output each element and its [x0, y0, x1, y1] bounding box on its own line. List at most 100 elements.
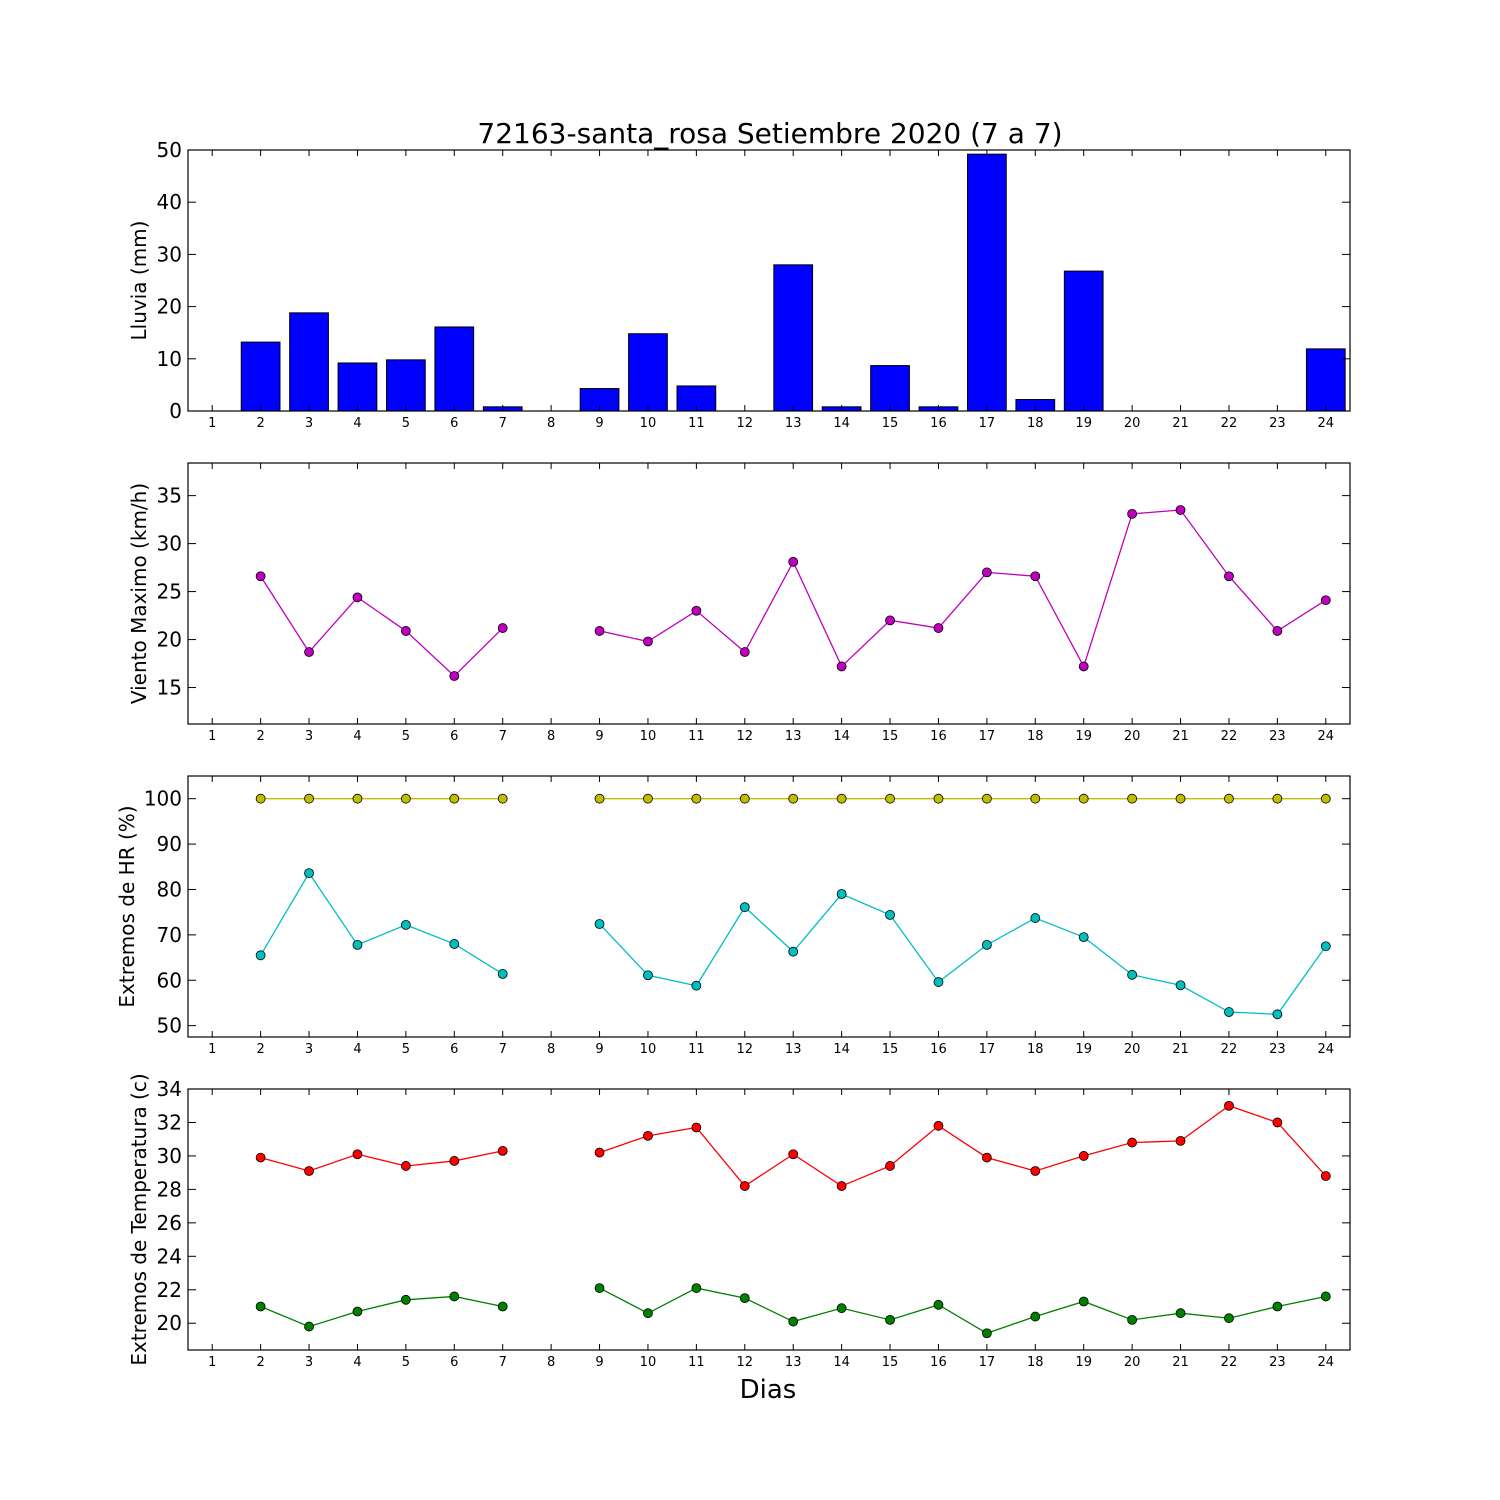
series-line-viento-0-seg-1: [599, 509, 1327, 669]
lluvia-y-tick-label-20: 20: [157, 295, 182, 319]
temperatura-x-tick-label-1: 1: [208, 1355, 216, 1370]
hr-y-tick-label-90: 90: [157, 832, 182, 856]
lluvia-x-tick-label-22: 22: [1221, 416, 1238, 431]
point-hr-1-dia-11: [691, 980, 702, 991]
viento-x-tick-label-15: 15: [882, 729, 899, 744]
bar-lluvia-dia-3: [289, 312, 329, 412]
hr-x-tick-label-12: 12: [737, 1042, 754, 1057]
temperatura-x-tick-label-12: 12: [737, 1355, 754, 1370]
hr-x-tick-label-19: 19: [1075, 1042, 1092, 1057]
point-hr-1-dia-9: [594, 919, 605, 929]
point-temperatura-1-dia-7: [497, 1301, 508, 1312]
temperatura-y-ticks: 20 22 24 26 28 30 32 34: [157, 1077, 1350, 1335]
point-temperatura-1-dia-17: [981, 1328, 992, 1339]
point-viento-0-dia-2: [255, 571, 266, 582]
temperatura-x-tick-label-2: 2: [256, 1355, 264, 1370]
lluvia-x-tick-label-8: 8: [547, 416, 555, 431]
point-temperatura-1-dia-24: [1320, 1291, 1331, 1302]
hr-x-tick-label-6: 6: [450, 1042, 458, 1057]
lluvia-x-tick-label-18: 18: [1027, 416, 1044, 431]
point-hr-1-dia-23: [1272, 1009, 1283, 1020]
viento-marks: [255, 505, 1331, 681]
bar-lluvia-dia-13: [773, 264, 814, 412]
point-hr-0-dia-18: [1030, 793, 1041, 804]
series-line-hr-1-seg-0: [260, 871, 504, 975]
point-temperatura-0-dia-3: [304, 1166, 314, 1176]
lluvia-y-tick-label-50: 50: [157, 138, 182, 162]
point-viento-0-dia-6: [449, 671, 460, 681]
point-temperatura-0-dia-16: [933, 1120, 944, 1131]
lluvia-x-tick-label-23: 23: [1269, 416, 1286, 431]
point-temperatura-1-dia-5: [400, 1294, 411, 1305]
point-hr-1-dia-2: [255, 950, 266, 961]
lluvia-y-ticks: 0 10 20 30 40 50: [157, 138, 1350, 423]
point-viento-0-dia-12: [739, 647, 750, 657]
temperatura-x-ticks: 1 2 3 4 5 6 7 8 9 10 11 12 13 14 15 16 17 18 19 20 21 22 23 24: [208, 1089, 1334, 1370]
point-hr-1-dia-18: [1030, 913, 1041, 923]
chart-panels: 1 2 3 4 5 6 7 8 9 10 11 12 13 14 15 16 17 18 19 20 21 22 23 240…: [115, 138, 1351, 1370]
viento-x-tick-label-9: 9: [595, 729, 603, 744]
point-hr-1-dia-13: [788, 946, 799, 957]
bar-lluvia-dia-5: [386, 359, 426, 412]
hr-x-tick-label-2: 2: [256, 1042, 264, 1057]
point-temperatura-0-dia-19: [1078, 1151, 1089, 1161]
series-line-temperatura-0-seg-1: [599, 1105, 1327, 1187]
point-temperatura-0-dia-4: [352, 1149, 363, 1160]
temperatura-x-tick-label-3: 3: [305, 1355, 313, 1370]
point-temperatura-0-dia-24: [1320, 1171, 1331, 1181]
temperatura-x-tick-label-16: 16: [930, 1355, 947, 1370]
hr-x-tick-label-22: 22: [1221, 1042, 1238, 1057]
viento-x-tick-label-19: 19: [1075, 729, 1092, 744]
hr-x-tick-label-9: 9: [595, 1042, 603, 1057]
point-hr-1-dia-17: [981, 939, 992, 950]
lluvia-x-tick-label-15: 15: [882, 416, 899, 431]
hr-y-tick-label-70: 70: [157, 923, 182, 947]
hr-x-tick-label-13: 13: [785, 1042, 802, 1057]
lluvia-y-tick-label-0: 0: [169, 399, 182, 423]
temperatura-x-tick-label-4: 4: [353, 1355, 361, 1370]
point-hr-0-dia-20: [1127, 793, 1138, 804]
hr-y-axis-label: Extremos de HR (%): [115, 805, 139, 1007]
lluvia-y-axis-label: Lluvia (mm): [127, 221, 151, 341]
point-hr-0-dia-6: [449, 793, 460, 804]
temperatura-y-axis-label: Extremos de Temperatura (c): [127, 1073, 151, 1365]
point-hr-1-dia-21: [1175, 980, 1186, 991]
point-viento-0-dia-14: [836, 661, 847, 672]
point-hr-1-dia-14: [836, 889, 847, 899]
point-hr-0-dia-17: [981, 793, 992, 804]
hr-y-tick-label-100: 100: [144, 787, 182, 811]
point-viento-0-dia-13: [788, 556, 799, 567]
point-temperatura-1-dia-9: [594, 1283, 605, 1293]
panel-hr: 1 2 3 4 5 6 7 8 9 10 11 12 13 14 15 16 17 18 19 20 21 22 23 245…: [115, 775, 1351, 1057]
point-hr-0-dia-15: [885, 793, 895, 804]
hr-x-tick-label-21: 21: [1172, 1042, 1189, 1057]
point-temperatura-0-dia-5: [400, 1161, 411, 1171]
point-temperatura-1-dia-20: [1127, 1314, 1138, 1325]
point-hr-1-dia-22: [1224, 1007, 1234, 1017]
lluvia-x-tick-label-20: 20: [1124, 416, 1141, 431]
point-temperatura-1-dia-16: [933, 1299, 944, 1310]
point-viento-0-dia-5: [400, 626, 411, 636]
hr-marks: [255, 793, 1331, 1020]
hr-y-tick-label-50: 50: [157, 1014, 182, 1038]
temperatura-x-tick-label-10: 10: [640, 1355, 657, 1370]
bar-lluvia-dia-6: [434, 326, 475, 412]
point-viento-0-dia-23: [1272, 626, 1283, 636]
point-temperatura-1-dia-3: [304, 1321, 314, 1332]
temperatura-x-tick-label-8: 8: [547, 1355, 555, 1370]
temperatura-y-tick-label-24: 24: [157, 1244, 182, 1268]
temperatura-x-tick-label-14: 14: [833, 1355, 850, 1370]
point-hr-0-dia-5: [400, 793, 411, 804]
temperatura-x-tick-label-22: 22: [1221, 1355, 1238, 1370]
lluvia-x-tick-label-21: 21: [1172, 416, 1189, 431]
point-viento-0-dia-21: [1175, 505, 1186, 515]
temperatura-x-tick-label-17: 17: [979, 1355, 996, 1370]
x-axis-label: Dias: [740, 1375, 797, 1405]
viento-x-tick-label-22: 22: [1221, 729, 1238, 744]
point-temperatura-0-dia-20: [1127, 1137, 1138, 1148]
series-line-temperatura-1-seg-0: [260, 1295, 503, 1328]
temperatura-y-tick-label-32: 32: [157, 1110, 182, 1134]
hr-x-tick-label-3: 3: [305, 1042, 313, 1057]
point-viento-0-dia-24: [1320, 595, 1331, 606]
point-hr-0-dia-7: [497, 793, 508, 804]
